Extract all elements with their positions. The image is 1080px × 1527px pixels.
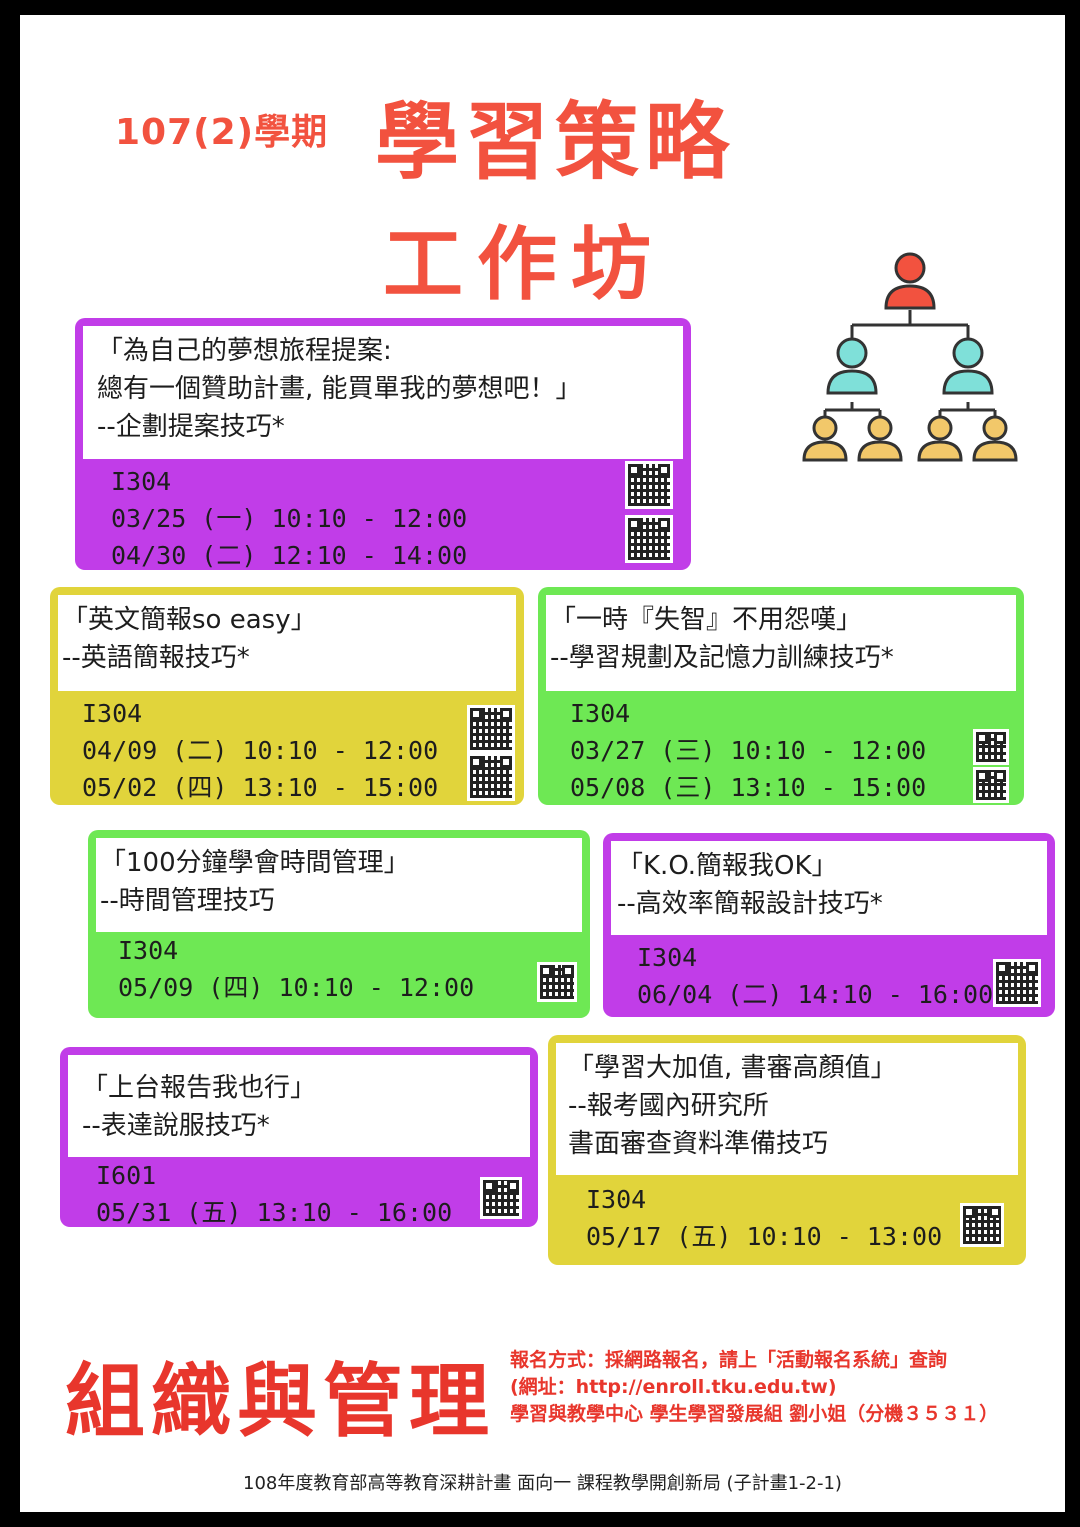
workshop-room: I601 [96,1161,157,1190]
workshop-title-line: 「學習大加值, 書審高顏值」 [568,1053,897,1083]
workshop-title-line: --企劃提案技巧* [97,412,285,442]
workshop-session: 05/02 (四) 13:10 - 15:00 [82,773,439,802]
workshop-card-learning-planning: 「一時『失智』不用怨嘆」 --學習規劃及記憶力訓練技巧* I304 03/27 … [538,587,1024,805]
qr-code-icon[interactable] [993,959,1041,1007]
qr-code-icon[interactable] [973,729,1009,765]
funding-note: 108年度教育部高等教育深耕計畫 面向一 課程教學開創新局 (子計畫1-2-1) [243,1473,842,1494]
workshop-title-line: --時間管理技巧 [100,886,275,916]
workshop-card-time-management: 「100分鐘學會時間管理」 --時間管理技巧 I304 05/09 (四) 10… [88,830,590,1018]
workshop-room: I304 [586,1185,647,1214]
workshop-title-line: --學習規劃及記憶力訓練技巧* [550,643,894,673]
workshop-title: 「為自己的夢想旅程提案: 總有一個贊助計畫, 能買單我的夢想吧！」 --企劃提案… [83,326,683,459]
workshop-title-line: 「100分鐘學會時間管理」 [100,848,410,878]
workshop-title: 「一時『失智』不用怨嘆」 --學習規劃及記憶力訓練技巧* [546,595,1016,691]
workshop-title-line: 「K.O.簡報我OK」 [617,851,838,881]
workshop-room: I304 [118,936,179,965]
qr-code-icon[interactable] [973,767,1009,803]
workshop-room: I304 [82,699,143,728]
workshop-card-graduate-application: 「學習大加值, 書審高顏值」 --報考國內研究所 書面審查資料準備技巧 I304… [548,1035,1026,1265]
workshop-title-line: --英語簡報技巧* [62,643,250,673]
workshop-title-line: --表達說服技巧* [82,1111,270,1141]
workshop-title: 「100分鐘學會時間管理」 --時間管理技巧 [96,838,582,932]
qr-code-icon[interactable] [960,1203,1004,1247]
workshop-title-line: 「上台報告我也行」 [82,1073,317,1103]
contact-info: 學習與教學中心 學生學習發展組 劉小姐（分機３５３１） [510,1403,999,1425]
qr-code-icon[interactable] [467,705,515,753]
workshop-session: 04/30 (二) 12:10 - 14:00 [111,541,468,570]
workshop-session: 05/09 (四) 10:10 - 12:00 [118,973,475,1002]
workshop-title: 「上台報告我也行」 --表達說服技巧* [68,1055,530,1157]
semester-label: 107(2)學期 [115,112,329,153]
workshop-card-proposal: 「為自己的夢想旅程提案: 總有一個贊助計畫, 能買單我的夢想吧！」 --企劃提案… [75,318,691,570]
workshop-title-line: 「為自己的夢想旅程提案: [97,336,392,366]
workshop-session: 06/04 (二) 14:10 - 16:00 [637,980,994,1009]
workshop-info: I304 03/25 (一) 10:10 - 12:00 04/30 (二) 1… [83,459,683,574]
qr-code-icon[interactable] [467,753,515,801]
workshop-card-public-speaking: 「上台報告我也行」 --表達說服技巧* I601 05/31 (五) 13:10… [60,1047,538,1227]
workshop-title: 「英文簡報so easy」 --英語簡報技巧* [58,595,516,691]
org-chart-icon [802,252,1018,462]
workshop-title-line: 總有一個贊助計畫, 能買單我的夢想吧！」 [97,374,582,404]
workshop-info: I304 06/04 (二) 14:10 - 16:00 [611,935,1047,1013]
workshop-title: 「學習大加值, 書審高顏值」 --報考國內研究所 書面審查資料準備技巧 [556,1043,1018,1175]
workshop-info: I304 03/27 (三) 10:10 - 12:00 05/08 (三) 1… [546,691,1016,806]
registration-method: 報名方式：採網路報名，請上「活動報名系統」查詢 [510,1349,948,1371]
workshop-session: 05/31 (五) 13:10 - 16:00 [96,1198,453,1227]
qr-code-icon[interactable] [480,1177,522,1219]
poster: 107(2)學期 學習策略 工作坊 [20,15,1065,1512]
workshop-session: 05/08 (三) 13:10 - 15:00 [570,773,927,802]
workshop-room: I304 [111,467,172,496]
workshop-card-english-presentation: 「英文簡報so easy」 --英語簡報技巧* I304 04/09 (二) 1… [50,587,524,805]
workshop-title-line: --高效率簡報設計技巧* [617,889,883,919]
registration-info: 報名方式：採網路報名，請上「活動報名系統」查詢 (網址：http://enrol… [510,1347,998,1428]
workshop-room: I304 [570,699,631,728]
workshop-info: I304 05/17 (五) 10:10 - 13:00 [556,1175,1018,1255]
page-subtitle: 工作坊 [383,218,665,311]
workshop-session: 03/27 (三) 10:10 - 12:00 [570,736,927,765]
page-title: 學習策略 [375,93,736,191]
organizer-title: 組織與管理 [65,1355,495,1448]
workshop-session: 03/25 (一) 10:10 - 12:00 [111,504,468,533]
workshop-info: I304 05/09 (四) 10:10 - 12:00 [96,932,582,1006]
qr-code-icon[interactable] [625,461,673,509]
workshop-card-ko-presentation: 「K.O.簡報我OK」 --高效率簡報設計技巧* I304 06/04 (二) … [603,833,1055,1017]
workshop-session: 04/09 (二) 10:10 - 12:00 [82,736,439,765]
workshop-room: I304 [637,943,698,972]
workshop-title-line: --報考國內研究所 [568,1091,769,1121]
workshop-title-line: 「英文簡報so easy」 [62,605,317,635]
workshop-title-line: 「一時『失智』不用怨嘆」 [550,605,863,635]
registration-url[interactable]: (網址：http://enroll.tku.edu.tw) [510,1376,837,1398]
workshop-session: 05/17 (五) 10:10 - 13:00 [586,1222,943,1251]
workshop-info: I601 05/31 (五) 13:10 - 16:00 [68,1157,530,1231]
qr-code-icon[interactable] [625,515,673,563]
workshop-title: 「K.O.簡報我OK」 --高效率簡報設計技巧* [611,841,1047,935]
qr-code-icon[interactable] [537,962,577,1002]
workshop-title-line: 書面審查資料準備技巧 [568,1129,829,1159]
workshop-info: I304 04/09 (二) 10:10 - 12:00 05/02 (四) 1… [58,691,516,806]
